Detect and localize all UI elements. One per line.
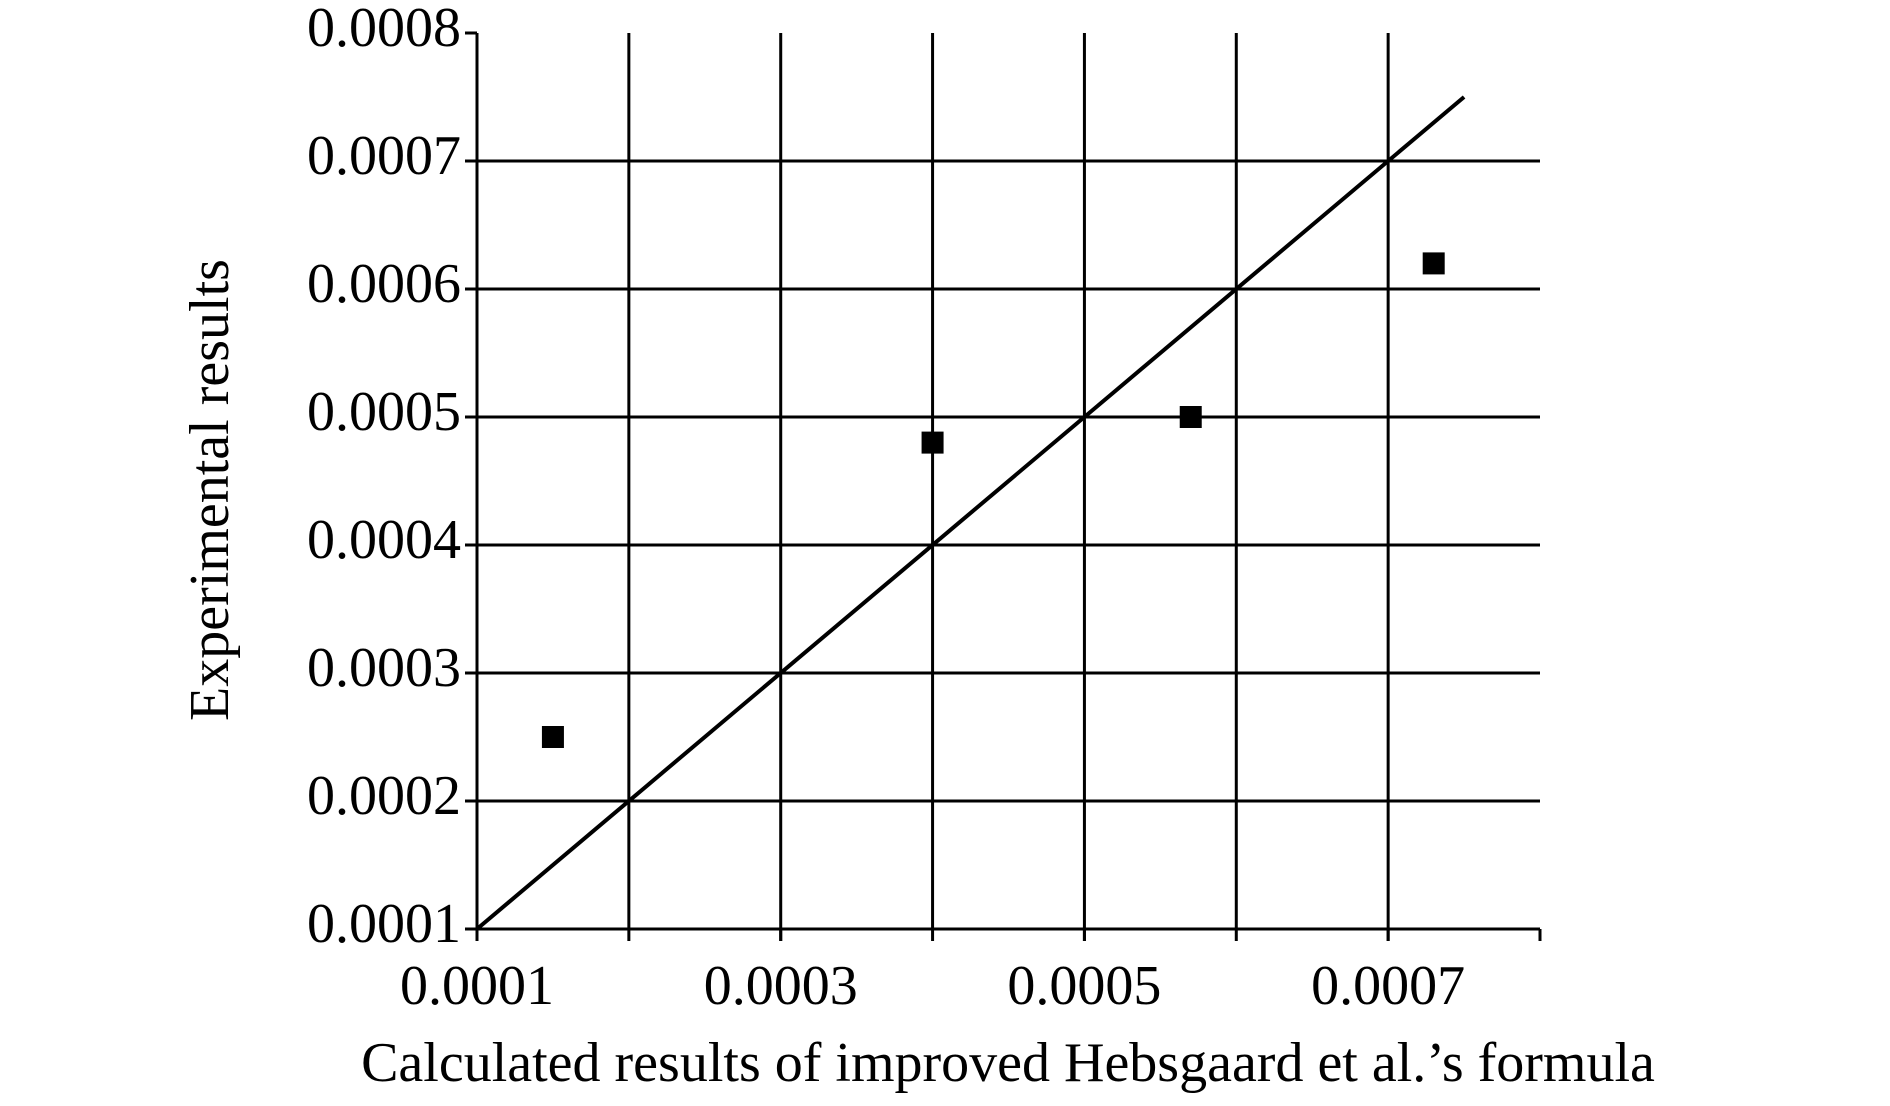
- y-tick-label: 0.0008: [307, 0, 461, 59]
- y-tick-label: 0.0005: [307, 381, 461, 443]
- point: [1179, 406, 1202, 428]
- point: [1422, 252, 1445, 275]
- point: [541, 726, 564, 748]
- x-tick-label: 0.0005: [1007, 955, 1161, 1017]
- y-axis-label: Experimental results: [179, 259, 241, 721]
- y-tick-label: 0.0001: [307, 893, 461, 955]
- x-tick-label: 0.0003: [704, 955, 858, 1017]
- y-tick-label: 0.0003: [307, 637, 461, 699]
- y-tick-label: 0.0004: [307, 509, 461, 571]
- y-tick-label: 0.0006: [307, 253, 461, 315]
- x-tick-label: 0.0001: [400, 955, 554, 1017]
- y-tick-label: 0.0002: [307, 765, 461, 827]
- point: [921, 431, 944, 454]
- x-axis-label: Calculated results of improved Hebsgaard…: [361, 1032, 1655, 1094]
- fit-line: [475, 95, 1466, 931]
- x-tick-label: 0.0007: [1311, 955, 1465, 1017]
- y-tick-label: 0.0007: [307, 125, 461, 187]
